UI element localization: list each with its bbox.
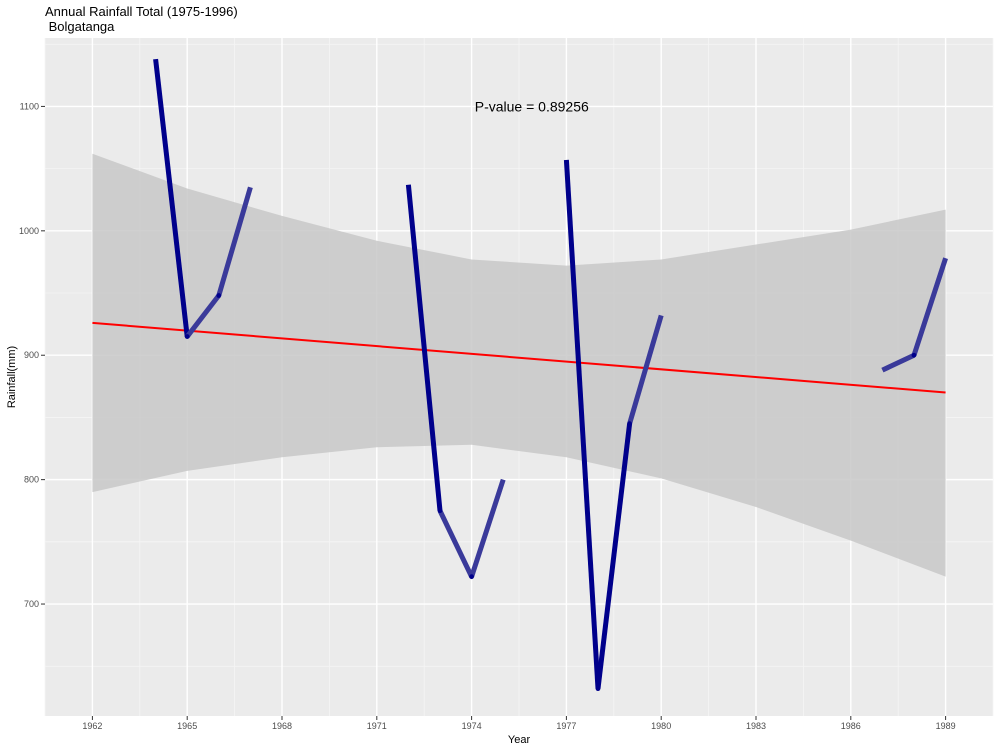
rainfall-point bbox=[627, 421, 632, 427]
x-tick-label: 1986 bbox=[841, 721, 861, 731]
x-tick-label: 1971 bbox=[367, 721, 387, 731]
x-tick-label: 1983 bbox=[746, 721, 766, 731]
x-tick-label: 1965 bbox=[177, 721, 197, 731]
trend-line bbox=[92, 321, 946, 394]
rainfall-point bbox=[469, 574, 474, 580]
y-tick-label: 700 bbox=[24, 599, 39, 609]
x-tick-label: 1980 bbox=[651, 721, 671, 731]
rainfall-point bbox=[437, 508, 443, 514]
y-tick-label: 900 bbox=[24, 350, 39, 360]
rainfall-line-segment bbox=[595, 423, 633, 689]
rainfall-line-segment bbox=[627, 314, 664, 425]
rainfall-line-segment bbox=[405, 184, 443, 511]
x-tick-label: 1977 bbox=[556, 721, 576, 731]
x-axis-title: Year bbox=[508, 734, 531, 746]
rainfall-line-segment bbox=[153, 58, 190, 337]
y-tick-label: 1100 bbox=[20, 101, 39, 111]
chart-title: Annual Rainfall Total (1975-1996) bbox=[45, 4, 238, 19]
x-tick-label: 1989 bbox=[936, 721, 956, 731]
x-tick-label: 1974 bbox=[462, 721, 482, 731]
x-tick-label: 1962 bbox=[82, 721, 102, 731]
y-tick-label: 1000 bbox=[19, 226, 39, 236]
rainfall-line-segment bbox=[185, 293, 221, 339]
rainfall-line-segment bbox=[469, 478, 506, 578]
rainfall-line-segment bbox=[881, 352, 916, 373]
rainfall-line-segment bbox=[437, 509, 474, 578]
y-tick-label: 800 bbox=[24, 475, 39, 485]
rainfall-point bbox=[595, 686, 601, 692]
rainfall-point bbox=[184, 334, 190, 339]
rainfall-line-segment bbox=[216, 186, 253, 297]
rainfall-line-segment bbox=[563, 159, 601, 689]
chart-subtitle: Bolgatanga bbox=[45, 19, 115, 34]
rainfall-line-segment bbox=[911, 257, 948, 357]
y-axis-title: Rainfall(mm) bbox=[6, 346, 18, 408]
p-value-annotation: P-value = 0.89256 bbox=[475, 98, 589, 114]
x-tick-label: 1968 bbox=[272, 721, 292, 731]
rainfall-point bbox=[911, 352, 917, 358]
rainfall-point bbox=[216, 293, 222, 298]
confidence-band bbox=[92, 153, 946, 577]
